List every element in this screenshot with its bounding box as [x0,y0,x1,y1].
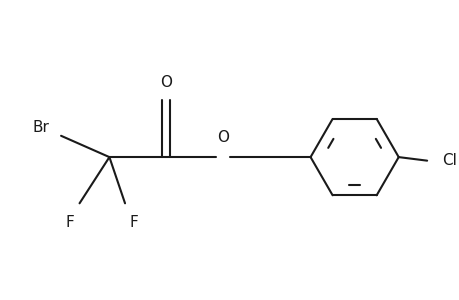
Text: O: O [217,130,229,145]
Text: F: F [66,215,74,230]
Text: Cl: Cl [441,153,456,168]
Text: O: O [160,75,172,90]
Text: F: F [129,215,138,230]
Text: Br: Br [32,120,49,135]
